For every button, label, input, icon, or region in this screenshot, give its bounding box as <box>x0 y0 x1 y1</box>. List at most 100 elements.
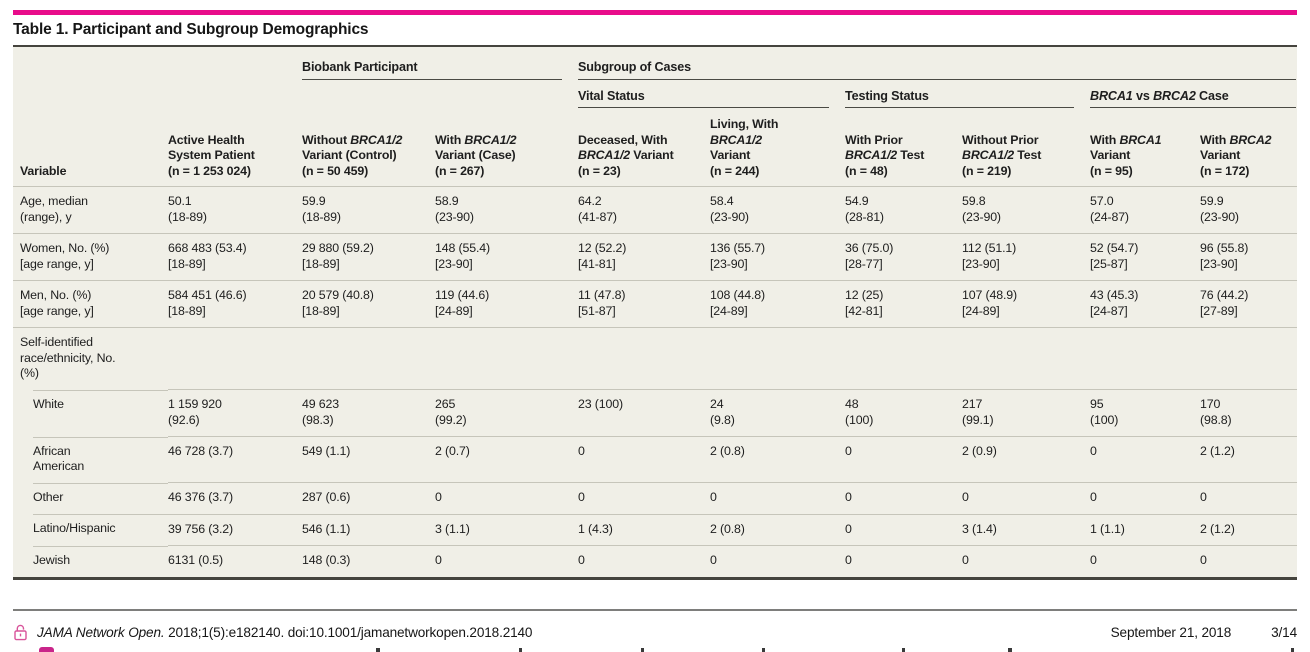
table-cell: 0 <box>845 436 963 483</box>
table-row: Women, No. (%) [age range, y] 668 483 (53.… <box>13 233 1298 281</box>
table-cell <box>1090 327 1201 390</box>
row-label: Jewish <box>13 545 168 577</box>
table-cell: 0 <box>1200 545 1298 577</box>
column-header: With Prior BRCA1/2 Test (n = 48) <box>845 132 925 178</box>
table-cell: 0 <box>578 545 711 577</box>
group-header-label: Subgroup of Cases <box>578 60 1297 80</box>
column-header: Deceased, With BRCA1/2 Variant (n = 23) <box>578 132 674 178</box>
table-row: Men, No. (%) [age range, y] 584 451 (46.6)… <box>13 280 1298 328</box>
table-cell: 59.9 (18-89) <box>302 186 435 234</box>
table-cell: 0 <box>1090 545 1201 577</box>
table-cell: 59.8 (23-90) <box>962 186 1091 234</box>
table-cell: 54.9 (28-81) <box>845 186 963 234</box>
subgroup-header: BRCA1 vs BRCA2 Case <box>1090 80 1297 109</box>
table-row: Jewish 6131 (0.5) 148 (0.3) 0 0 0 0 0 0 0 <box>13 545 1298 577</box>
table-cell: 0 <box>845 482 963 515</box>
table-cell: 0 <box>962 545 1091 577</box>
table-row: White 1 159 920 (92.6) 49 623 (98.3) 265 (99.2… <box>13 389 1298 437</box>
table-container: Biobank Participant Subgroup of Cases Vita… <box>13 45 1298 580</box>
table-cell: 2 (0.8) <box>710 436 846 483</box>
page-footer: JAMA Network Open. 2018;1(5):e182140. do… <box>13 623 1297 641</box>
table-cell: 0 <box>1200 482 1298 515</box>
table-title: Table 1. Participant and Subgroup Demogr… <box>13 21 369 38</box>
column-header-row: Variable Active Health System Patient (n = … <box>13 108 1297 187</box>
table-cell: 49 623 (98.3) <box>302 389 435 437</box>
table-cell: 52 (54.7) [25-87] <box>1090 233 1201 281</box>
table-cell: 64.2 (41-87) <box>578 186 711 234</box>
table-cell: 11 (47.8) [51-87] <box>578 280 711 328</box>
page-number: 3/14 <box>1271 624 1297 640</box>
table-cell: 0 <box>578 482 711 515</box>
table-cell: 112 (51.1) [23-90] <box>962 233 1091 281</box>
open-access-lock-icon <box>13 623 28 641</box>
row-label: Latino/Hispanic <box>13 514 168 546</box>
demographics-table: Biobank Participant Subgroup of Cases Vita… <box>13 47 1298 577</box>
column-header-variable: Variable <box>20 163 67 178</box>
table-cell: 58.9 (23-90) <box>435 186 579 234</box>
table-cell: 217 (99.1) <box>962 389 1091 437</box>
table-cell: 287 (0.6) <box>302 482 435 515</box>
table-row: Self-identified race/ethnicity, No. (%) <box>13 327 1298 390</box>
table-cell: 0 <box>435 482 579 515</box>
column-header: With BRCA1 Variant (n = 95) <box>1090 132 1162 178</box>
table-cell: 48 (100) <box>845 389 963 437</box>
row-label: White <box>13 389 168 437</box>
table-cell <box>845 327 963 390</box>
journal-citation: JAMA Network Open. 2018;1(5):e182140. do… <box>37 624 533 640</box>
group-header-row: Biobank Participant Subgroup of Cases <box>13 47 1297 80</box>
table-cell: 46 728 (3.7) <box>168 436 302 483</box>
table-cell: 0 <box>710 545 846 577</box>
table-cell <box>435 327 579 390</box>
table-cell: 12 (25) [42-81] <box>845 280 963 328</box>
table-cell: 0 <box>1090 482 1201 515</box>
table-cell: 668 483 (53.4) [18-89] <box>168 233 302 281</box>
subgroup-header-label: BRCA1 vs BRCA2 Case <box>1090 89 1297 109</box>
subgroup-header-label: Vital Status <box>578 89 830 109</box>
table-cell: 2 (0.7) <box>435 436 579 483</box>
table-cell <box>302 327 435 390</box>
table-cell: 50.1 (18-89) <box>168 186 302 234</box>
group-header: Subgroup of Cases <box>578 47 1297 80</box>
bottom-cutoff-artifacts <box>0 645 1310 652</box>
table-cell: 1 159 920 (92.6) <box>168 389 302 437</box>
table-cell <box>168 327 302 390</box>
table-cell <box>1200 327 1298 390</box>
table-cell: 2 (1.2) <box>1200 513 1298 546</box>
table-cell: 0 <box>710 482 846 515</box>
column-header: With BRCA2 Variant (n = 172) <box>1200 132 1272 178</box>
table-row: Age, median (range), y 50.1 (18-89) 59.9 (18-… <box>13 186 1298 234</box>
table-cell: 584 451 (46.6) [18-89] <box>168 280 302 328</box>
table-cell: 107 (48.9) [24-89] <box>962 280 1091 328</box>
group-header: Biobank Participant <box>302 47 578 80</box>
table-row: African American 46 728 (3.7) 549 (1.1) 2 (0… <box>13 436 1298 483</box>
row-label: Other <box>13 482 168 515</box>
table-cell: 1 (1.1) <box>1090 513 1201 546</box>
table-cell <box>710 327 846 390</box>
table-cell: 59.9 (23-90) <box>1200 186 1298 234</box>
header-spacer <box>13 80 578 109</box>
table-cell: 136 (55.7) [23-90] <box>710 233 846 281</box>
column-header: Living, With BRCA1/2 Variant (n = 244) <box>710 117 779 178</box>
table-cell: 20 579 (40.8) [18-89] <box>302 280 435 328</box>
group-header-label: Biobank Participant <box>302 60 563 80</box>
table-cell: 0 <box>578 436 711 483</box>
table-cell: 43 (45.3) [24-87] <box>1090 280 1201 328</box>
table-cell: 148 (0.3) <box>302 545 435 577</box>
footer-rule <box>13 609 1297 611</box>
table-cell: 58.4 (23-90) <box>710 186 846 234</box>
table-cell: 0 <box>435 545 579 577</box>
table-cell: 148 (55.4) [23-90] <box>435 233 579 281</box>
table-cell: 3 (1.4) <box>962 513 1091 546</box>
table-cell: 57.0 (24-87) <box>1090 186 1201 234</box>
table-cell: 3 (1.1) <box>435 513 579 546</box>
issue-date: September 21, 2018 <box>1110 624 1232 640</box>
table-cell: 170 (98.8) <box>1200 389 1298 437</box>
table-cell: 96 (55.8) [23-90] <box>1200 233 1298 281</box>
header-spacer <box>13 47 302 80</box>
table-cell: 0 <box>845 513 963 546</box>
table-cell: 76 (44.2) [27-89] <box>1200 280 1298 328</box>
subgroup-header-label: Testing Status <box>845 89 1075 109</box>
table-cell: 36 (75.0) [28-77] <box>845 233 963 281</box>
table-cell <box>578 327 711 390</box>
table-header: Biobank Participant Subgroup of Cases Vita… <box>13 47 1297 187</box>
